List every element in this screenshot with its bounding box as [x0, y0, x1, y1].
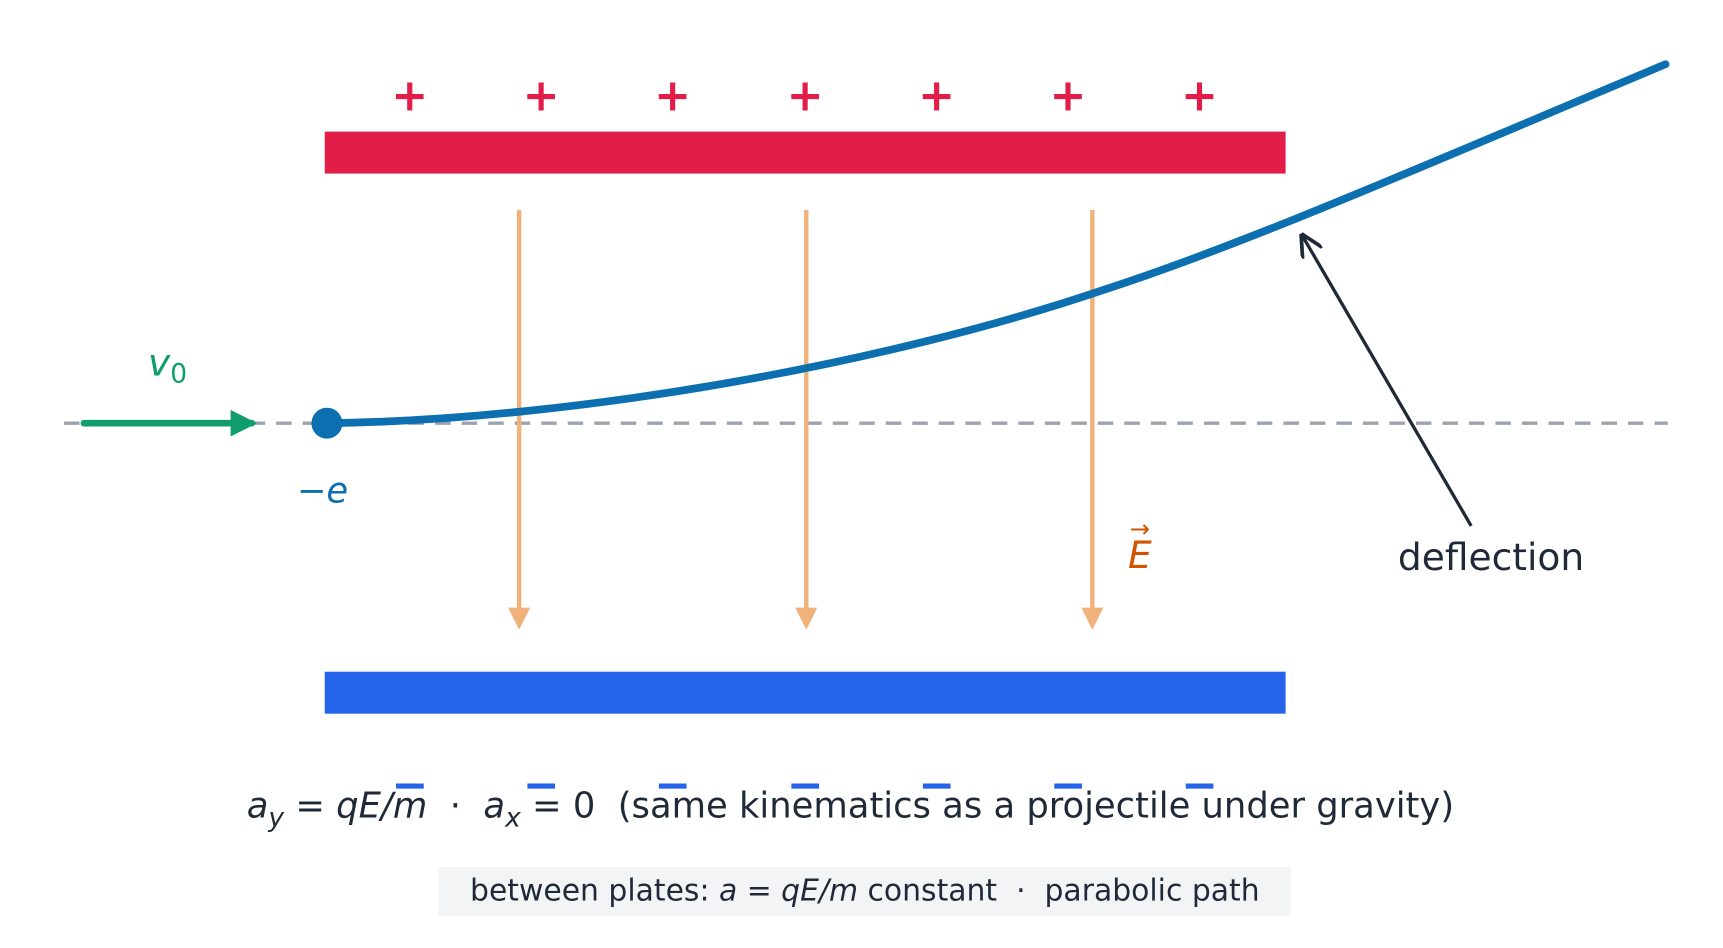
field-arrow-symbol: → [1130, 514, 1150, 543]
deflection-label: deflection [1398, 535, 1584, 579]
minus-sign: − [391, 760, 428, 811]
minus-sign: − [1050, 760, 1087, 811]
caption-part: a [719, 873, 737, 908]
minus-sign: − [787, 760, 824, 811]
plus-sign: + [654, 71, 691, 122]
minus-sign: − [523, 760, 560, 811]
trajectory [323, 60, 1670, 428]
equation: ay = qE/m · ax = 0 (same kinematics as a… [247, 785, 1454, 833]
field-label: E [1128, 533, 1152, 577]
equation-part: qE/m [336, 785, 427, 826]
deflection-arrow [1302, 235, 1473, 527]
minus-sign: − [1181, 760, 1218, 811]
caption-part: constant · parabolic path [858, 873, 1260, 908]
caption-part: between plates: [470, 873, 719, 908]
caption-box [438, 867, 1292, 916]
charge-label: −e [297, 471, 348, 512]
minus-sign: − [918, 760, 955, 811]
plus-sign: + [918, 71, 955, 122]
minus-sign: − [654, 760, 691, 811]
field-lines [508, 210, 1104, 630]
top-plate [324, 131, 1286, 174]
velocity-subscript: 0 [170, 358, 187, 389]
electron [311, 407, 343, 439]
equation-part: · [427, 785, 483, 826]
equation-part: x [504, 802, 521, 833]
plus-sign: + [1050, 71, 1087, 122]
bottom-plate [324, 671, 1286, 714]
equation-part: = 0 (same kinematics as a projectile und… [521, 785, 1454, 826]
plus-sign: + [1181, 71, 1218, 122]
velocity-symbol: v [148, 341, 171, 385]
equation-part: a [483, 785, 505, 826]
equation-part: y [267, 802, 284, 833]
plus-sign: + [787, 71, 824, 122]
caption-part: = [737, 873, 781, 908]
caption-part: qE/m [781, 873, 858, 908]
plus-sign: + [391, 71, 428, 122]
caption: between plates: a = qE/m constant · para… [470, 873, 1260, 908]
velocity-label: v0 [148, 341, 187, 390]
equation-part: a [247, 785, 269, 826]
equation-part: = [284, 785, 336, 826]
plus-sign: + [523, 71, 560, 122]
